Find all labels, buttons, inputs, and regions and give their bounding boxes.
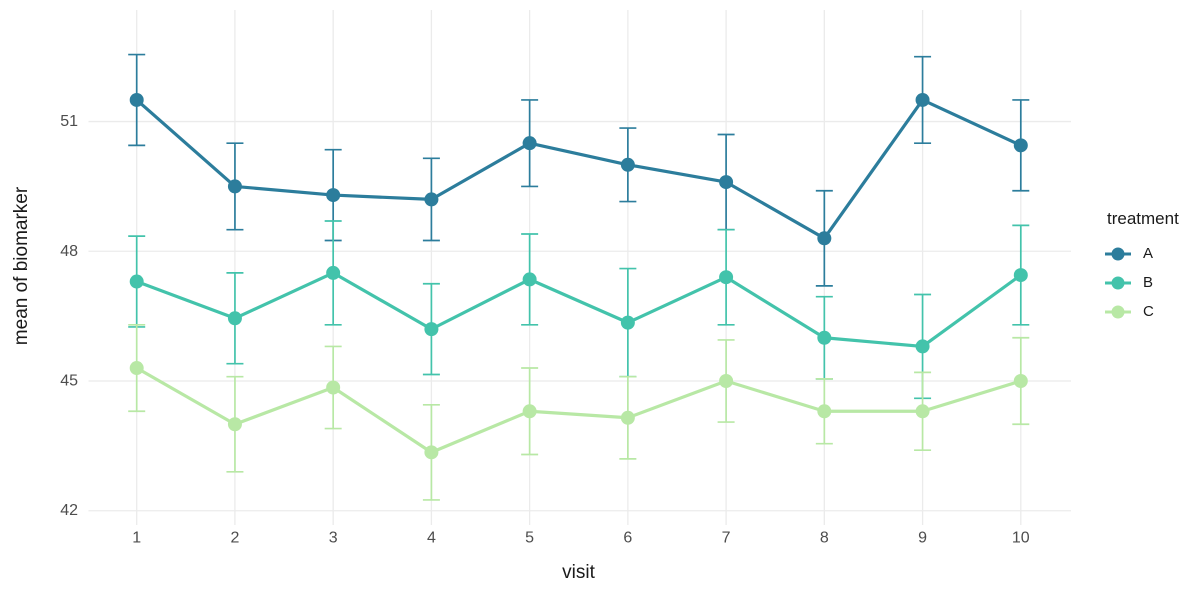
legend-label-a: A <box>1143 245 1154 262</box>
y-tick-label-45: 45 <box>60 373 78 390</box>
legend: treatment A B C <box>1103 209 1179 326</box>
legend-item-c: C <box>1103 297 1179 326</box>
x-tick-label-8: 8 <box>820 530 829 547</box>
legend-label-c: C <box>1143 303 1154 320</box>
series-B-point-5 <box>522 272 537 287</box>
series-B-point-2 <box>227 311 242 326</box>
series-C-point-1 <box>129 361 144 376</box>
x-tick-label-2: 2 <box>230 530 239 547</box>
y-tick-label-48: 48 <box>60 243 78 260</box>
x-tick-label-1: 1 <box>132 530 141 547</box>
x-tick-label-5: 5 <box>525 530 534 547</box>
y-tick-label-51: 51 <box>60 113 78 130</box>
legend-glyph-b <box>1105 276 1131 289</box>
series-B-point-6 <box>620 315 635 330</box>
series-A-point-3 <box>326 188 341 203</box>
series-C-point-9 <box>915 404 930 419</box>
x-tick-label-3: 3 <box>329 530 338 547</box>
series-C-point-10 <box>1013 374 1028 389</box>
x-tick-label-9: 9 <box>918 530 927 547</box>
x-tick-label-6: 6 <box>623 530 632 547</box>
series-B-point-4 <box>424 322 439 337</box>
series-C-point-5 <box>522 404 537 419</box>
y-axis-title: mean of biomarker <box>11 186 32 346</box>
series-B-point-8 <box>817 330 832 345</box>
legend-label-b: B <box>1143 274 1154 291</box>
legend-item-a: A <box>1103 239 1179 268</box>
x-tick-label-7: 7 <box>722 530 731 547</box>
series-B-point-7 <box>719 270 734 285</box>
x-tick-label-4: 4 <box>427 530 436 547</box>
series-C-point-2 <box>227 417 242 432</box>
series-B-point-9 <box>915 339 930 354</box>
series-A-point-9 <box>915 92 930 107</box>
series-A-point-4 <box>424 192 439 207</box>
series-A-point-6 <box>620 157 635 172</box>
y-tick-label-42: 42 <box>60 502 78 519</box>
series-C-point-7 <box>719 374 734 389</box>
series-C-point-6 <box>620 410 635 425</box>
x-tick-label-10: 10 <box>1012 530 1030 547</box>
series-B-point-1 <box>129 274 144 289</box>
series-A-point-8 <box>817 231 832 246</box>
series-B-point-3 <box>326 265 341 280</box>
series-B-line <box>135 271 1023 349</box>
series-A-point-7 <box>719 175 734 190</box>
series-C-point-8 <box>817 404 832 419</box>
series-A-point-5 <box>522 136 537 151</box>
legend-glyph-a <box>1105 247 1131 260</box>
series-A-point-1 <box>129 92 144 107</box>
legend-title: treatment <box>1107 209 1179 228</box>
series-A-point-2 <box>227 179 242 194</box>
series-C-point-4 <box>424 445 439 460</box>
x-axis-title: visit <box>562 562 595 583</box>
series-C-line <box>135 366 1023 454</box>
series-C-point-3 <box>326 380 341 395</box>
series-B-point-10 <box>1013 268 1028 283</box>
series-A-point-10 <box>1013 138 1028 153</box>
series-A-line <box>135 98 1023 240</box>
legend-item-b: B <box>1103 268 1179 297</box>
legend-glyph-c <box>1105 305 1131 318</box>
